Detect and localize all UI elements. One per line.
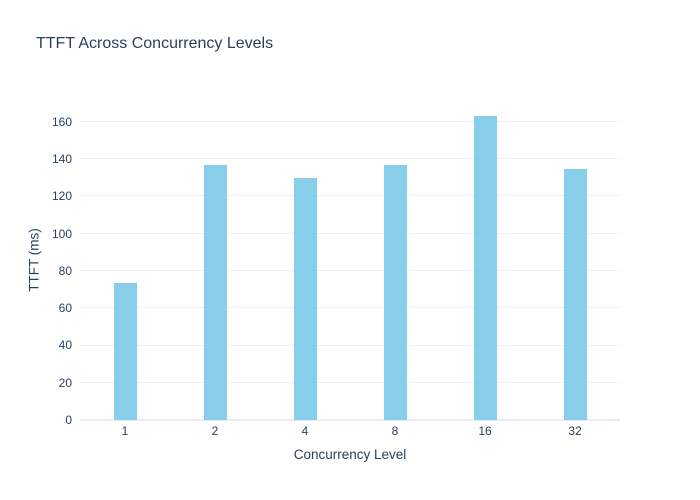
y-tick-label: 80 xyxy=(58,263,72,278)
bar-concurrency-4[interactable] xyxy=(293,177,317,420)
gridline xyxy=(80,381,620,383)
x-tick-label: 32 xyxy=(568,424,582,438)
y-axis-title: TTFT (ms) xyxy=(26,228,42,292)
bar-concurrency-16[interactable] xyxy=(473,116,497,420)
y-tick-label: 20 xyxy=(58,375,72,390)
x-tick-label: 2 xyxy=(211,424,219,438)
y-tick-label: 0 xyxy=(65,413,72,427)
x-tick-label: 4 xyxy=(301,424,309,438)
chart-title: TTFT Across Concurrency Levels xyxy=(36,35,274,52)
y-tick-label: 140 xyxy=(51,152,72,167)
bar-concurrency-8[interactable] xyxy=(383,165,407,420)
gridline xyxy=(80,344,620,346)
bar-concurrency-2[interactable] xyxy=(203,165,227,420)
gridline xyxy=(80,158,620,160)
y-tick-label: 160 xyxy=(51,114,72,129)
gridline xyxy=(80,307,620,309)
gridline xyxy=(80,120,620,122)
bar-concurrency-1[interactable] xyxy=(113,282,137,420)
x-axis-line xyxy=(80,419,620,421)
x-tick-label: 1 xyxy=(121,424,129,438)
x-tick-label: 16 xyxy=(478,424,492,438)
plot-area xyxy=(80,100,620,421)
x-axis-title: Concurrency Level xyxy=(293,447,407,462)
y-tick-label: 120 xyxy=(51,189,72,204)
bar-concurrency-32[interactable] xyxy=(563,169,587,420)
x-tick-label: 8 xyxy=(391,424,399,438)
gridline xyxy=(80,195,620,197)
y-tick-label: 40 xyxy=(58,338,72,353)
gridline xyxy=(80,232,620,234)
y-tick-label: 60 xyxy=(58,301,72,316)
y-tick-label: 100 xyxy=(51,226,72,241)
gridline xyxy=(80,270,620,271)
